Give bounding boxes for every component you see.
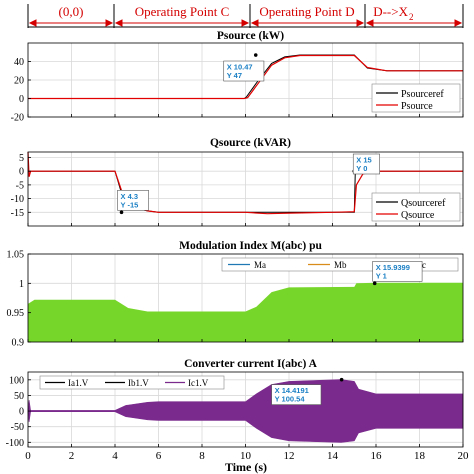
datatip-marker <box>339 377 344 382</box>
chart-title: Psource (kW) <box>217 30 284 42</box>
legend-label: Qsourceref <box>401 198 446 209</box>
y-tick-label: 1.05 <box>7 250 25 261</box>
datatip-box <box>271 384 322 405</box>
chart-title: Qsource (kVAR) <box>210 137 291 149</box>
datatip-box <box>223 60 265 82</box>
x-tick-label: 0 <box>25 450 31 462</box>
modulation-band <box>28 282 463 342</box>
header-region-label: Operating Point C <box>135 4 230 19</box>
y-tick-label: 0 <box>19 407 24 418</box>
datatip-y-label: Y 0 <box>356 164 367 173</box>
x-tick-label: 6 <box>156 450 162 462</box>
datatip-y-label: Y 100.54 <box>275 395 306 404</box>
y-tick-label: -50 <box>11 422 24 433</box>
legend-box <box>39 375 225 390</box>
datatip-x-label: X 10.47 <box>227 63 253 72</box>
legend-label: Qsource <box>401 210 435 221</box>
legend-label: Mb <box>334 260 347 270</box>
x-tick-label: 14 <box>327 450 339 462</box>
header-region-subscript: 2 <box>409 12 414 22</box>
y-tick-label: 0.9 <box>12 338 25 349</box>
x-tick-label: 18 <box>414 450 426 462</box>
x-tick-label: 2 <box>69 450 75 462</box>
chart-panel: -15 -10 -5 0 5 Qsource (kVAR) QsourcerefQsourc… <box>11 137 464 227</box>
datatip-y-label: Y 47 <box>227 71 242 80</box>
chart-panel: 0.9 0.95 1 1.05 Modulation Index M(abc) pu Ma… <box>7 240 464 349</box>
y-tick-label: 1 <box>19 279 24 290</box>
legend-box <box>371 192 461 222</box>
series-line-psource <box>28 54 463 100</box>
y-tick-label: -15 <box>11 208 24 219</box>
y-tick-label: 0.95 <box>7 308 25 319</box>
legend-label: Psource <box>401 101 433 112</box>
header-region-label: D-->X <box>373 4 408 19</box>
datatip-box <box>372 261 423 282</box>
datatip-y-label: Y -15 <box>121 200 139 209</box>
y-tick-label: 0 <box>19 94 24 105</box>
x-tick-label: 10 <box>240 450 252 462</box>
x-tick-label: 12 <box>284 450 295 462</box>
x-tick-label: 4 <box>112 450 118 462</box>
y-tick-label: 20 <box>14 76 24 87</box>
operating-regions-header: (0,0) Operating Point C Operating Point … <box>27 4 464 28</box>
datatip-y-label: Y 1 <box>376 271 387 280</box>
legend-label: Ic1.V <box>188 378 209 388</box>
datatip-box <box>117 189 149 211</box>
datatip-marker <box>372 281 377 286</box>
chart-title: Converter current I(abc) A <box>184 358 317 370</box>
series-line-qsource <box>27 151 463 215</box>
datatip-x-label: X 4.3 <box>121 192 139 201</box>
x-tick-label: 16 <box>371 450 383 462</box>
header-arrows <box>28 19 463 27</box>
header-region-label: (0,0) <box>59 4 84 19</box>
y-tick-label: 40 <box>14 57 24 68</box>
chart-panel: 0 2 4 6 8 10 12 14 16 18 20 -100 -50 0 50 100 Converter … <box>6 358 469 462</box>
datatip-x-label: X 15.9399 <box>376 263 410 272</box>
header-region-label: Operating Point D <box>259 4 354 19</box>
datatip-box <box>352 153 380 175</box>
y-tick-label: -5 <box>16 180 24 191</box>
x-axis-label: Time (s) <box>225 460 267 474</box>
legend-label: Ma <box>254 260 266 270</box>
legend-label: Psourceref <box>401 89 444 100</box>
x-tick-label: 20 <box>458 450 470 462</box>
legend-box <box>371 83 461 113</box>
legend-label: Ia1.V <box>68 378 89 388</box>
y-tick-label: 0 <box>19 167 24 178</box>
datatip-marker <box>119 210 124 215</box>
legend-label: Ib1.V <box>128 378 149 388</box>
y-tick-label: -100 <box>6 438 24 449</box>
y-tick-label: -10 <box>11 194 24 205</box>
datatip-x-label: X 15 <box>356 156 371 165</box>
datatip-x-label: X 14.4191 <box>275 386 309 395</box>
y-tick-label: 100 <box>9 375 24 386</box>
x-tick-label: 8 <box>199 450 205 462</box>
y-tick-label: 50 <box>14 391 24 402</box>
y-tick-label: -20 <box>11 113 24 124</box>
chart-title: Modulation Index M(abc) pu <box>179 240 322 252</box>
y-tick-label: 5 <box>19 153 24 164</box>
datatip-marker <box>253 53 258 57</box>
